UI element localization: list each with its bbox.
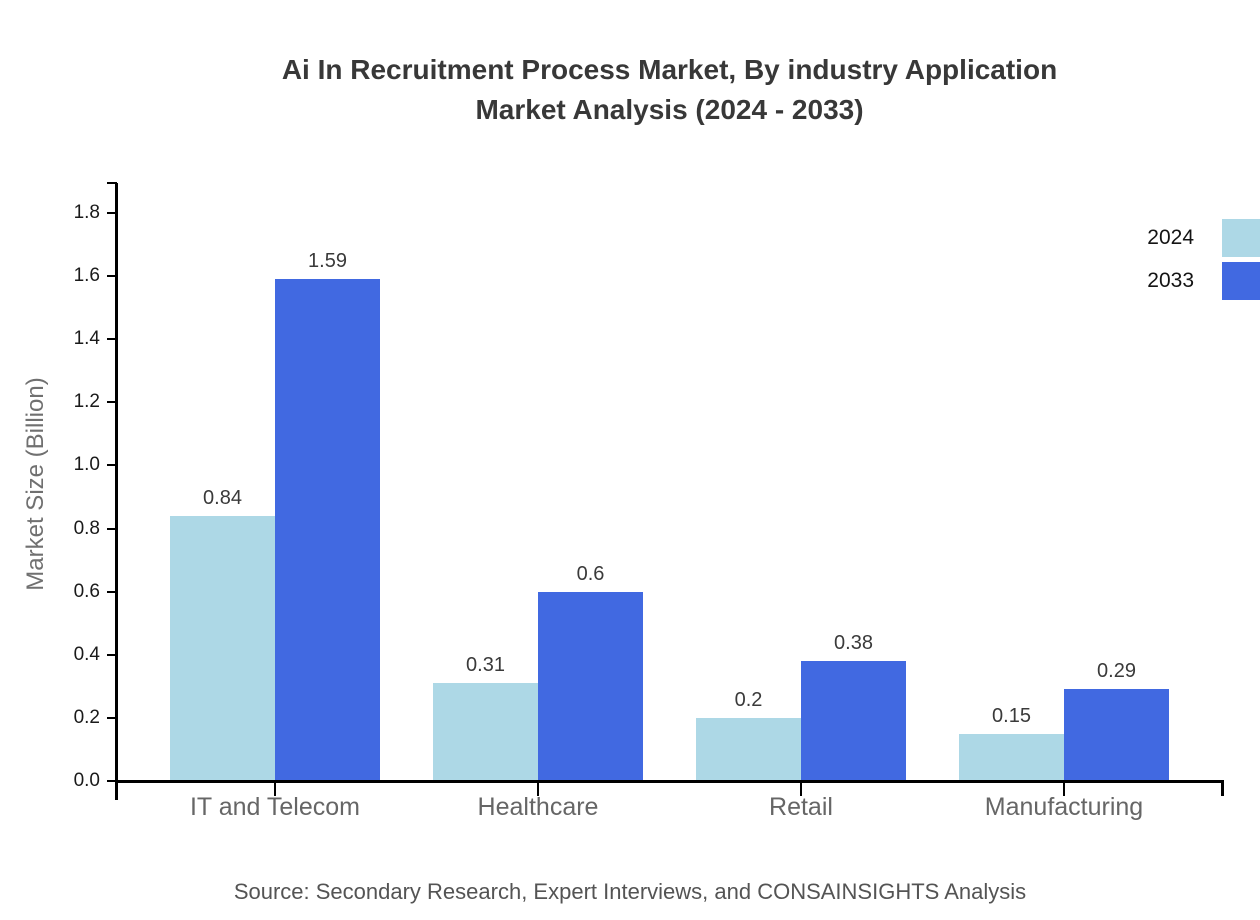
y-tick-mark — [107, 716, 117, 719]
y-tick-label: 0.8 — [73, 517, 100, 539]
y-tick-label: 1.2 — [73, 391, 100, 413]
bar-2033-manufacturing — [1064, 689, 1169, 781]
bar-2024-it-and-telecom — [170, 516, 275, 781]
y-tick-label: 1.6 — [73, 265, 100, 287]
y-tick-mark — [107, 401, 117, 404]
y-tick-mark — [107, 275, 117, 278]
x-tick-mark — [274, 780, 276, 796]
y-tick-mark — [107, 780, 117, 782]
legend-label: 2024 — [1147, 226, 1194, 249]
bar-value-label: 0.84 — [203, 487, 242, 509]
bar-2024-manufacturing — [959, 734, 1064, 781]
bar-value-label: 0.29 — [1097, 660, 1136, 682]
legend: 2024 2033 — [1147, 219, 1260, 300]
source-attribution: Source: Secondary Research, Expert Inter… — [233, 879, 1027, 904]
chart-title-line1: Ai In Recruitment Process Market, By ind… — [281, 54, 1058, 85]
x-axis-spine — [115, 780, 1224, 783]
legend-swatch-icon — [1222, 219, 1260, 257]
legend-label: 2033 — [1147, 269, 1194, 292]
bar-2033-it-and-telecom — [275, 279, 380, 781]
category-label: Healthcare — [477, 793, 599, 821]
y-axis-spine — [115, 183, 118, 800]
bar-2033-healthcare — [538, 592, 643, 781]
y-tick-mark — [107, 653, 117, 656]
y-tick-mark — [107, 590, 117, 593]
y-tick-mark — [107, 464, 117, 467]
bar-2033-retail — [801, 661, 906, 781]
bar-2024-retail — [696, 718, 801, 781]
bar-value-label: 0.31 — [466, 654, 505, 676]
category-label: Manufacturing — [984, 793, 1144, 821]
x-tick-mark — [800, 780, 802, 796]
x-tick-mark — [537, 780, 539, 796]
legend-item-2033: 2033 — [1147, 262, 1260, 300]
y-tick-mark — [107, 338, 117, 341]
bar-value-label: 0.38 — [834, 632, 873, 654]
y-tick-label: 0.2 — [73, 706, 100, 728]
x-axis-end-tick — [1221, 780, 1224, 796]
x-tick-mark — [1063, 780, 1065, 796]
y-tick-label: 1.8 — [73, 201, 100, 223]
category-label: Retail — [769, 793, 833, 821]
y-tick-label: 0.4 — [73, 643, 100, 665]
legend-item-2024: 2024 — [1147, 219, 1260, 257]
chart-title: Ai In Recruitment Process Market, By ind… — [118, 50, 1221, 130]
bar-value-label: 1.59 — [308, 250, 347, 272]
y-tick-label: 1.4 — [73, 328, 100, 350]
legend-swatch-icon — [1222, 262, 1260, 300]
bar-value-label: 0.15 — [992, 705, 1031, 727]
y-tick-label: 0.0 — [73, 770, 100, 791]
y-tick-mark — [107, 527, 117, 530]
chart-title-line2: Market Analysis (2024 - 2033) — [475, 94, 864, 125]
y-axis-end-tick — [107, 182, 117, 184]
category-label: IT and Telecom — [189, 793, 360, 821]
y-tick-label: 1.0 — [73, 454, 100, 476]
y-tick-mark — [107, 211, 117, 214]
bar-value-label: 0.2 — [734, 689, 763, 711]
bar-2024-healthcare — [433, 683, 538, 781]
y-tick-label: 0.6 — [73, 580, 100, 602]
bar-value-label: 0.6 — [576, 563, 605, 585]
